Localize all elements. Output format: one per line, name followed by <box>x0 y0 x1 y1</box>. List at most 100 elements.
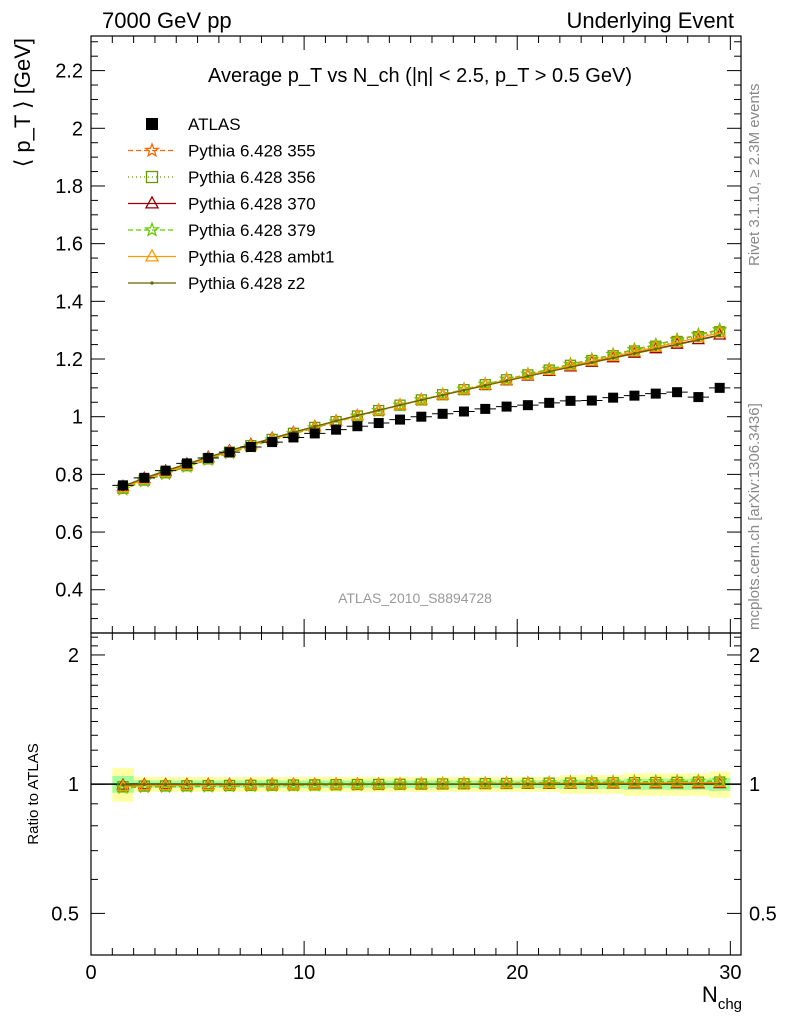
series-point-ambt1 <box>563 358 578 371</box>
ratio-point-ambt1 <box>563 775 578 788</box>
y-axis-label: ⟨ p_T ⟩ [GeV] <box>10 38 35 167</box>
ratio-point-ambt1 <box>457 776 471 789</box>
ratio-y-tick-label: 2 <box>68 645 79 667</box>
y-tick-label: 1.6 <box>55 234 83 256</box>
series-point-ambt1 <box>670 335 684 348</box>
series-line-379 <box>122 329 720 490</box>
ratio-point-379 <box>349 776 365 791</box>
ratio-point-ambt1 <box>436 776 450 789</box>
series-point-z2 <box>696 338 700 342</box>
series-point-z2 <box>334 419 338 423</box>
atlas-data-point <box>288 432 299 443</box>
series-point-379 <box>392 397 408 412</box>
ratio-point-ambt1 <box>499 776 514 789</box>
series-point-z2 <box>718 333 722 338</box>
ratio-point-ambt1 <box>713 775 727 788</box>
ratio-point-ambt1 <box>670 775 684 788</box>
series-point-z2 <box>590 360 594 365</box>
ratio-point-379 <box>307 777 323 792</box>
ratio-point-z2 <box>377 782 381 786</box>
atlas-data-point <box>416 411 427 422</box>
legend-entry-label: Pythia 6.428 ambt1 <box>188 248 334 267</box>
ratio-y-tick-label-right: 1 <box>749 774 760 796</box>
atlas-data-point <box>693 392 704 403</box>
legend-marker <box>145 170 159 184</box>
ratio-y-tick-label: 1 <box>68 774 79 796</box>
atlas-data-point <box>224 447 235 458</box>
ratio-point-z2 <box>291 782 296 786</box>
atlas-data-point <box>267 437 278 448</box>
series-point-z2 <box>504 379 509 383</box>
atlas-data-point <box>160 465 171 476</box>
atlas-data-point <box>309 428 320 439</box>
series-point-z2 <box>547 369 551 374</box>
series-point-z2 <box>654 347 658 351</box>
header-energy-label: 7000 GeV pp <box>102 8 232 33</box>
ratio-point-z2 <box>696 782 700 786</box>
ratio-point-z2 <box>483 782 487 786</box>
ratio-y-axis-label: Ratio to ATLAS <box>25 743 42 844</box>
series-point-z2 <box>611 356 615 360</box>
ratio-point-379 <box>371 776 387 791</box>
ratio-point-ambt1 <box>691 775 705 788</box>
ratio-y-tick-label-right: 2 <box>749 645 760 667</box>
ratio-point-z2 <box>121 783 125 787</box>
atlas-data-point <box>501 401 512 412</box>
y-tick-label: 0.4 <box>55 580 83 602</box>
ratio-point-379 <box>392 776 408 791</box>
x-tick-label: 0 <box>85 962 96 984</box>
y-tick-label: 1 <box>72 407 83 429</box>
legend-marker <box>144 248 160 262</box>
ratio-point-z2 <box>270 782 274 786</box>
series-point-z2 <box>526 374 530 378</box>
series-point-z2 <box>568 365 573 369</box>
series-point-ambt1 <box>606 349 620 362</box>
legend-entry-label: ATLAS <box>188 115 241 134</box>
legend-entry-label: Pythia 6.428 355 <box>188 142 316 161</box>
ratio-point-ambt1 <box>627 775 642 788</box>
ratio-point-z2 <box>504 782 509 786</box>
ratio-point-ambt1 <box>542 776 556 789</box>
series-point-z2 <box>441 393 445 397</box>
ratio-point-379 <box>499 775 515 790</box>
y-tick-label: 1.8 <box>55 176 83 198</box>
legend-marker <box>143 141 161 158</box>
ratio-point-z2 <box>227 782 232 786</box>
atlas-data-point <box>650 388 661 399</box>
ratio-point-ambt1 <box>478 776 492 789</box>
series-point-ambt1 <box>627 344 642 357</box>
atlas-data-point <box>437 408 448 419</box>
ratio-point-379 <box>328 777 344 792</box>
y-tick-label: 1.4 <box>55 291 83 313</box>
atlas-data-point <box>565 395 576 406</box>
atlas-data-point <box>352 421 363 432</box>
series-point-z2 <box>632 351 637 356</box>
y-tick-label: 0.6 <box>55 522 83 544</box>
ratio-point-379 <box>435 776 451 791</box>
ratio-point-ambt1 <box>649 775 663 788</box>
series-point-379 <box>456 381 472 396</box>
ratio-plot-frame <box>90 632 742 956</box>
ratio-point-z2 <box>654 782 658 786</box>
y-tick-label: 2 <box>72 118 83 140</box>
series-point-ambt1 <box>478 377 492 390</box>
series-point-ambt1 <box>521 367 535 380</box>
series-point-z2 <box>462 388 466 392</box>
ratio-point-z2 <box>398 782 402 786</box>
atlas-data-point <box>480 403 491 414</box>
atlas-data-point <box>395 414 406 425</box>
series-point-z2 <box>483 383 487 388</box>
ratio-point-ambt1 <box>521 776 535 789</box>
ratio-point-z2 <box>632 782 637 786</box>
atlas-data-point <box>203 452 214 463</box>
legend-entry-label: Pythia 6.428 370 <box>188 195 316 214</box>
series-point-z2 <box>398 403 402 407</box>
ratio-y-tick-label-right: 0.5 <box>749 903 777 925</box>
ratio-point-z2 <box>462 782 466 786</box>
legend-marker <box>150 281 154 285</box>
series-point-z2 <box>419 398 423 402</box>
y-tick-label: 2.2 <box>55 61 83 83</box>
x-axis-label: Nchg <box>702 982 742 1013</box>
series-point-379 <box>712 322 728 337</box>
ratio-point-ambt1 <box>585 775 599 788</box>
